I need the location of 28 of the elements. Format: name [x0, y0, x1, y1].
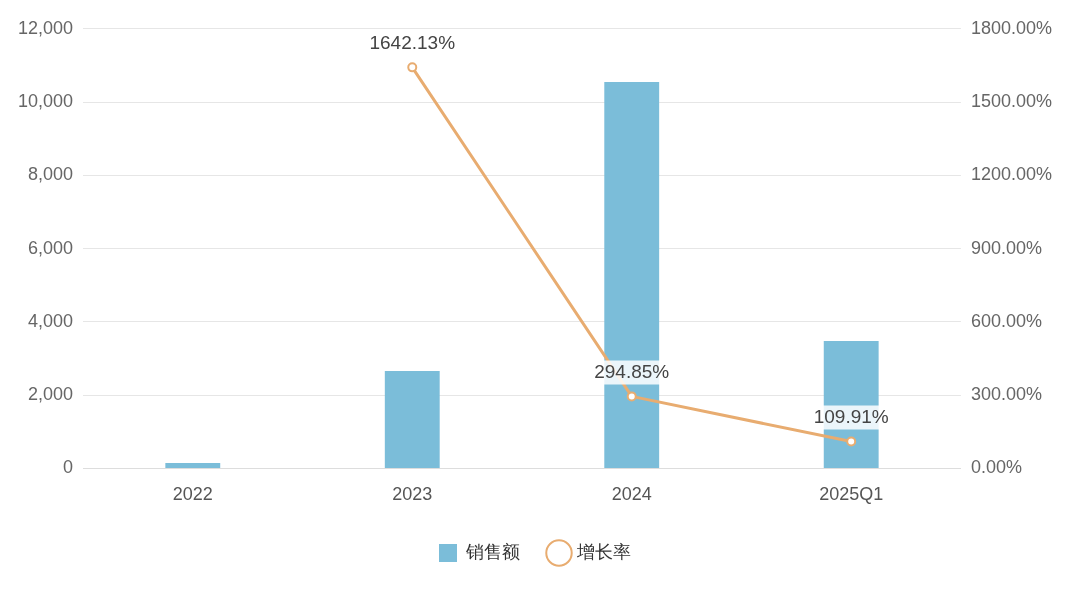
- point: [846, 436, 857, 447]
- data-label: 109.91%: [813, 406, 889, 428]
- point: [626, 391, 637, 402]
- bar: [384, 370, 440, 468]
- y2-tick-label: 300.00%: [970, 384, 1042, 405]
- y-tick-label: 4,000: [28, 310, 74, 331]
- y2-tick-label: 0.00%: [970, 457, 1022, 478]
- x-tick-label: 2025Q1: [819, 484, 884, 505]
- data-label: 1642.13%: [369, 32, 456, 54]
- x-tick-label: 2024: [611, 484, 652, 505]
- y2-tick-label: 1200.00%: [970, 164, 1053, 185]
- y-tick-label: 12,000: [17, 17, 74, 38]
- legend-label: 销售额: [465, 541, 520, 562]
- y-tick-label: 2,000: [28, 384, 74, 405]
- x-tick-label: 2023: [392, 484, 433, 505]
- y-tick-label: 6,000: [28, 237, 74, 258]
- bar: [165, 462, 221, 468]
- legend-label: 增长率: [576, 541, 631, 562]
- y-tick-label: 10,000: [17, 91, 74, 112]
- data-label: 294.85%: [594, 361, 670, 383]
- y2-tick-label: 600.00%: [970, 310, 1042, 331]
- point: [407, 62, 418, 73]
- y2-tick-label: 1500.00%: [970, 91, 1053, 112]
- x-tick-label: 2022: [172, 484, 213, 505]
- y2-tick-label: 1800.00%: [970, 17, 1053, 38]
- y-tick-label: 8,000: [28, 164, 74, 185]
- y-tick-label: 0: [63, 457, 74, 478]
- y2-tick-label: 900.00%: [970, 237, 1042, 258]
